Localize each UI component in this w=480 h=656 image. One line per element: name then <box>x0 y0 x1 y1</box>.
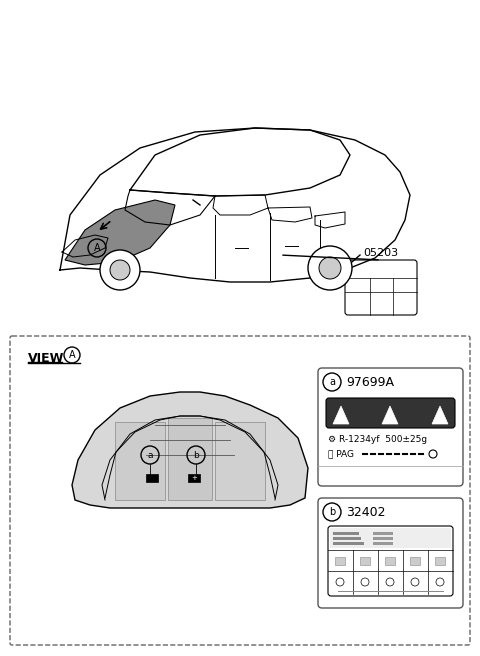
Circle shape <box>361 578 369 586</box>
Bar <box>335 557 345 565</box>
FancyBboxPatch shape <box>10 336 470 645</box>
Bar <box>333 542 359 545</box>
Circle shape <box>110 260 130 280</box>
Circle shape <box>429 450 437 458</box>
Polygon shape <box>65 200 175 265</box>
Bar <box>373 542 393 545</box>
Circle shape <box>411 578 419 586</box>
Bar <box>146 474 158 482</box>
Text: 05203: 05203 <box>363 248 398 258</box>
Bar <box>115 422 165 500</box>
Text: ⚙ R-1234yf  500±25g: ⚙ R-1234yf 500±25g <box>328 436 427 445</box>
Text: VIEW: VIEW <box>28 352 64 365</box>
Circle shape <box>319 257 341 279</box>
FancyBboxPatch shape <box>345 260 417 315</box>
Bar <box>333 532 348 535</box>
Text: 32402: 32402 <box>346 506 385 518</box>
Bar <box>385 557 395 565</box>
Bar <box>215 422 265 500</box>
Bar <box>410 557 420 565</box>
Bar <box>333 537 356 540</box>
Bar <box>188 474 200 482</box>
Circle shape <box>100 250 140 290</box>
Text: b: b <box>193 451 199 459</box>
Polygon shape <box>333 406 349 424</box>
Bar <box>330 528 451 548</box>
Bar <box>435 557 445 565</box>
Bar <box>373 532 393 535</box>
Bar <box>360 557 370 565</box>
Circle shape <box>436 578 444 586</box>
Polygon shape <box>382 406 398 424</box>
FancyBboxPatch shape <box>318 368 463 486</box>
Text: A: A <box>94 243 100 253</box>
Text: +: + <box>191 475 197 481</box>
Bar <box>373 537 393 540</box>
Bar <box>168 418 212 500</box>
FancyBboxPatch shape <box>318 498 463 608</box>
Polygon shape <box>72 392 308 508</box>
Text: A: A <box>69 350 75 360</box>
Text: 🛢 PAG: 🛢 PAG <box>328 449 354 459</box>
Text: b: b <box>329 507 335 517</box>
FancyBboxPatch shape <box>326 398 455 428</box>
Text: 97699A: 97699A <box>346 375 394 388</box>
Circle shape <box>336 578 344 586</box>
Circle shape <box>386 578 394 586</box>
Polygon shape <box>432 406 448 424</box>
Circle shape <box>308 246 352 290</box>
FancyBboxPatch shape <box>328 526 453 596</box>
Text: a: a <box>329 377 335 387</box>
Text: a: a <box>147 451 153 459</box>
